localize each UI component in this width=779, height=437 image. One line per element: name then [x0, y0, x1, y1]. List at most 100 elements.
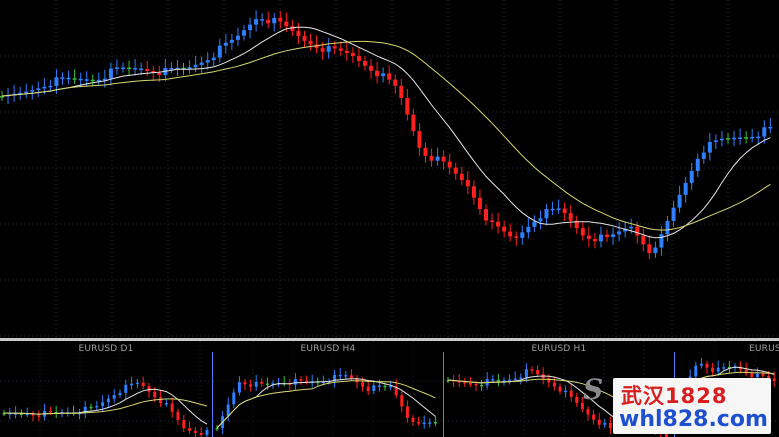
- candle-body: [127, 67, 132, 70]
- candle-body: [429, 155, 434, 161]
- candle-body: [14, 413, 18, 415]
- candle-body: [187, 67, 192, 69]
- candle-body: [350, 53, 355, 57]
- panel-divider[interactable]: [0, 338, 779, 341]
- candle-body: [433, 422, 437, 424]
- candle-body: [19, 413, 23, 415]
- candle-body: [544, 209, 549, 219]
- candle-body: [182, 420, 186, 429]
- candle-body: [305, 380, 309, 383]
- candle-body: [321, 381, 325, 384]
- candle-body: [513, 378, 517, 380]
- candle-body: [457, 381, 461, 383]
- candle-body: [266, 19, 271, 24]
- candle-body: [428, 422, 432, 424]
- candle-body: [635, 226, 640, 236]
- candle-body: [490, 220, 495, 222]
- candle-body: [699, 363, 703, 366]
- candle-body: [151, 70, 156, 73]
- candle-body: [695, 158, 700, 171]
- candle-body: [471, 186, 476, 198]
- candle-body: [597, 419, 601, 425]
- candle-body: [502, 226, 507, 232]
- candle-body: [435, 156, 440, 161]
- candle-body: [750, 373, 754, 378]
- candle-body: [112, 395, 116, 399]
- candle-body: [381, 73, 386, 77]
- candle-body: [314, 44, 319, 49]
- candle-body: [393, 79, 398, 86]
- mini-chart-title: EURUSD H1: [531, 344, 587, 354]
- candle-body: [24, 91, 29, 94]
- candle-body: [89, 406, 93, 409]
- candle-body: [344, 375, 348, 377]
- candle-body: [254, 19, 259, 25]
- candle-body: [446, 380, 450, 382]
- candle-body: [653, 247, 658, 254]
- candle-body: [278, 17, 283, 22]
- candle-body: [519, 377, 523, 379]
- candle-body: [568, 213, 573, 221]
- candle-body: [417, 131, 422, 148]
- candle-body: [114, 67, 119, 70]
- candle-body: [744, 369, 748, 374]
- candle-body: [463, 382, 467, 384]
- candle-body: [327, 381, 331, 384]
- mini-chart-h1[interactable]: EURUSD H1: [444, 341, 674, 437]
- mini-chart-title: EURUSD H4: [300, 344, 356, 354]
- candle-body: [170, 403, 174, 412]
- candle-body: [524, 369, 528, 378]
- candle-body: [243, 382, 247, 385]
- candle-body: [153, 391, 157, 398]
- candle-body: [727, 366, 731, 369]
- candle-body: [242, 30, 246, 36]
- mini-chart-h4[interactable]: EURUSD H4: [213, 341, 443, 437]
- ma-fast-line: [1, 26, 771, 239]
- candle-body: [25, 413, 29, 416]
- candle-body: [349, 375, 353, 378]
- candle-body: [514, 236, 519, 238]
- candle-body: [665, 220, 670, 235]
- candle-body: [254, 381, 258, 387]
- candle-body: [547, 378, 551, 383]
- candle-body: [271, 383, 275, 385]
- candle-body: [101, 402, 105, 406]
- candle-body: [135, 382, 139, 385]
- ma-slow-line: [3, 398, 208, 415]
- candle-body: [611, 234, 616, 237]
- candle-body: [477, 197, 482, 210]
- candle-body: [211, 57, 216, 61]
- candle-body: [54, 77, 59, 86]
- candle-body: [141, 382, 145, 387]
- watermark-top-text: 武汉1828: [621, 384, 728, 408]
- candle-body: [722, 367, 726, 369]
- candle-body: [744, 137, 749, 139]
- candle-body: [361, 382, 365, 387]
- candle-body: [694, 365, 698, 377]
- candle-body: [641, 235, 646, 245]
- candle-body: [732, 137, 737, 140]
- candle-body: [411, 417, 415, 422]
- candle-body: [199, 432, 203, 435]
- candle-body: [181, 67, 186, 70]
- candle-body: [108, 68, 113, 79]
- candle-body: [48, 410, 52, 413]
- candle-body: [0, 96, 4, 98]
- watermark-logo-icon: S: [583, 373, 604, 406]
- candle-body: [42, 86, 47, 89]
- candle-body: [290, 26, 295, 32]
- ma-slow-line: [1, 40, 771, 231]
- candle-body: [333, 374, 337, 382]
- candlestick-chart[interactable]: [0, 0, 779, 338]
- candle-body: [84, 79, 89, 81]
- candle-body: [423, 147, 428, 156]
- candle-body: [78, 78, 83, 81]
- mini-chart-h1-plot: [444, 341, 674, 437]
- candle-body: [72, 78, 77, 80]
- candle-body: [223, 42, 228, 46]
- main-price-chart[interactable]: [0, 0, 779, 338]
- candle-body: [229, 39, 234, 43]
- candle-body: [468, 383, 472, 385]
- mini-chart-d1[interactable]: EURUSD D1: [0, 341, 212, 437]
- candle-body: [716, 367, 720, 372]
